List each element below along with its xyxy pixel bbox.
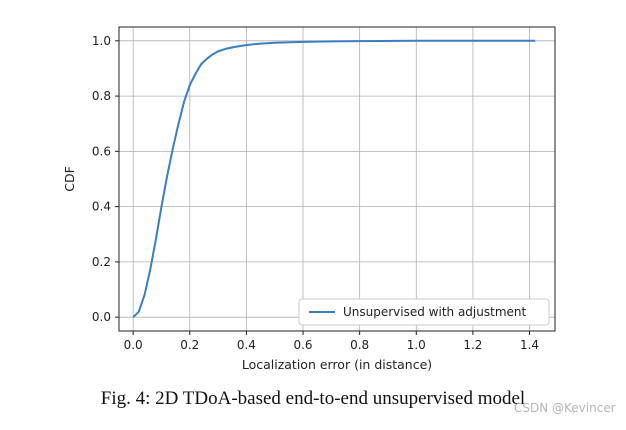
x-tick-label: 0.6: [293, 338, 312, 352]
axis-ticks: 0.0 0.2 0.4 0.6 0.8 1.0 1.2 1.4 0.0 0.2 0.4 0.6 0.8 1…: [92, 34, 539, 352]
x-tick-label: 0.2: [180, 338, 199, 352]
y-tick-label: 1.0: [92, 34, 111, 48]
x-tick-label: 1.4: [520, 338, 539, 352]
legend: Unsupervised with adjustment: [298, 298, 550, 326]
y-tick-label: 0.8: [92, 89, 111, 103]
y-tick-label: 0.2: [92, 255, 111, 269]
plot-frame: [118, 26, 556, 332]
watermark: CSDN @Kevincer: [514, 401, 616, 415]
cdf-chart: 0.0 0.2 0.4 0.6 0.8 1.0 1.2 1.4 0.0 0.2 0.4 0.6 0.8 1…: [62, 26, 556, 372]
y-tick-label: 0.0: [92, 310, 111, 324]
legend-entry: Unsupervised with adjustment: [343, 305, 527, 319]
legend-box: [298, 298, 550, 326]
x-tick-label: 0.8: [350, 338, 369, 352]
y-tick-label: 0.4: [92, 200, 111, 214]
grid-lines: [119, 27, 555, 331]
y-tick-label: 0.6: [92, 144, 111, 158]
figure-caption: Fig. 4: 2D TDoA-based end-to-end unsuper…: [100, 388, 526, 409]
x-tick-label: 1.0: [407, 338, 426, 352]
x-tick-label: 0.4: [237, 338, 256, 352]
series-line: [132, 39, 536, 318]
x-tick-label: 1.2: [463, 338, 482, 352]
x-axis-label: Localization error (in distance): [242, 357, 432, 372]
y-axis-label: CDF: [62, 166, 77, 192]
x-tick-label: 0.0: [124, 338, 143, 352]
